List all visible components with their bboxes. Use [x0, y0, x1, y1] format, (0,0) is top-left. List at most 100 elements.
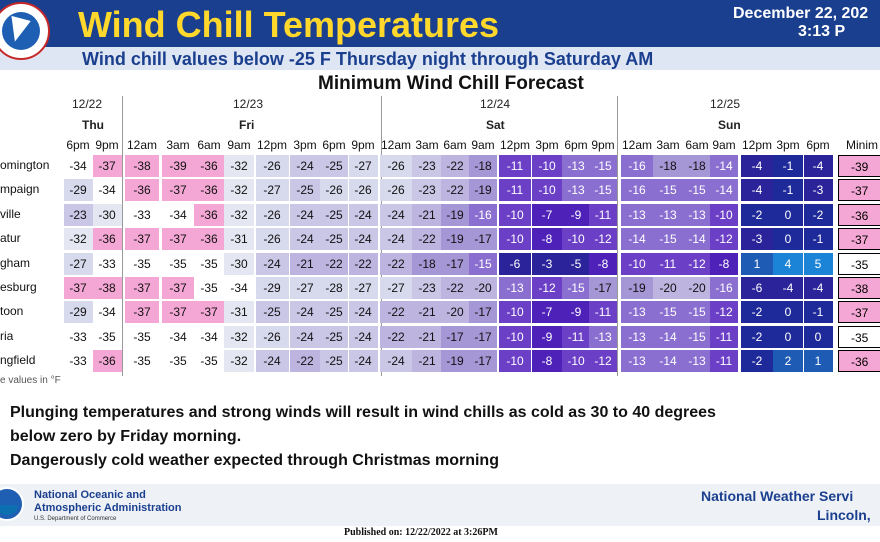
wind-chill-cell: -10 — [562, 228, 590, 251]
message-line-2: below zero by Friday morning. — [10, 428, 242, 445]
day-date: 12/22 — [72, 97, 103, 111]
wind-chill-cell: -13 — [562, 179, 590, 202]
min-column-header: Minim — [846, 138, 878, 152]
wind-chill-cell: -17 — [469, 350, 497, 373]
wind-chill-cell: -4 — [773, 277, 803, 299]
wind-chill-cell: -2 — [741, 301, 773, 324]
wind-chill-cell: -25 — [320, 301, 348, 324]
wind-chill-cell: -15 — [653, 179, 683, 202]
wind-chill-cell: 2 — [773, 350, 803, 373]
wind-chill-cell: -36 — [92, 350, 122, 373]
wind-chill-cell: -13 — [621, 203, 653, 226]
issue-time: 3:13 P — [798, 23, 846, 40]
wind-chill-cell: -12 — [589, 350, 617, 373]
hour-label: 12am — [622, 138, 653, 152]
wind-chill-cell: -26 — [255, 228, 289, 251]
hour-label: 12am — [127, 138, 158, 152]
wind-chill-cell: -29 — [63, 179, 93, 202]
wind-chill-cell: -24 — [348, 203, 378, 226]
wind-chill-cell: -20 — [469, 277, 497, 299]
wind-chill-cell: -32 — [224, 350, 254, 373]
wind-chill-cell: -18 — [653, 155, 683, 177]
wind-chill-cell: -22 — [441, 155, 469, 177]
wind-chill-cell: -24 — [289, 301, 321, 324]
hour-label: 6pm — [66, 138, 90, 152]
hour-label: 6am — [443, 138, 467, 152]
hour-label: 3am — [415, 138, 439, 152]
location-name: esburg — [0, 280, 37, 294]
wind-chill-cell: -27 — [289, 277, 321, 299]
wind-chill-cell: -24 — [380, 350, 412, 373]
wind-chill-cell: -12 — [531, 277, 563, 299]
wind-chill-cell: -8 — [710, 252, 738, 275]
wind-chill-cell: -1 — [803, 301, 833, 324]
wind-chill-cell: -27 — [348, 277, 378, 299]
day-date: 12/25 — [710, 97, 741, 111]
wind-chill-cell: -21 — [412, 301, 442, 324]
min-wind-chill-cell: -37 — [838, 179, 880, 202]
wind-chill-cell: -33 — [125, 203, 159, 226]
wind-chill-cell: -13 — [653, 203, 683, 226]
wind-chill-cell: -11 — [710, 350, 738, 373]
wind-chill-cell: 1 — [803, 350, 833, 373]
noaa-name-line1: National Oceanic and — [34, 489, 146, 501]
wind-chill-cell: -27 — [380, 277, 412, 299]
wind-chill-cell: -10 — [499, 203, 531, 226]
wind-chill-cell: -17 — [469, 228, 497, 251]
wind-chill-cell: -15 — [469, 252, 497, 275]
wind-chill-cell: -19 — [469, 179, 497, 202]
wind-chill-cell: -26 — [380, 155, 412, 177]
wind-chill-cell: -15 — [683, 301, 711, 324]
wind-chill-cell: -18 — [469, 155, 497, 177]
wind-chill-cell: -10 — [499, 350, 531, 373]
wind-chill-cell: -20 — [653, 277, 683, 299]
wind-chill-cell: -24 — [289, 228, 321, 251]
wind-chill-cell: -4 — [803, 155, 833, 177]
wind-chill-cell: -36 — [194, 155, 224, 177]
location-name: mpaign — [0, 182, 40, 197]
wind-chill-cell: -32 — [224, 155, 254, 177]
hour-label: 3pm — [293, 138, 317, 152]
wind-chill-cell: -24 — [289, 325, 321, 348]
message-line-3: Dangerously cold weather expected throug… — [10, 452, 499, 469]
wind-chill-cell: -26 — [380, 179, 412, 202]
wind-chill-cell: 1 — [741, 252, 773, 275]
wind-chill-cell: -15 — [683, 179, 711, 202]
wind-chill-cell: -33 — [63, 325, 93, 348]
nws-logo-icon — [0, 2, 50, 60]
wind-chill-cell: -13 — [499, 277, 531, 299]
hour-label: 9pm — [591, 138, 615, 152]
wind-chill-cell: 0 — [803, 325, 833, 348]
wind-chill-cell: -25 — [289, 179, 321, 202]
wind-chill-cell: -16 — [621, 155, 653, 177]
wind-chill-cell: -25 — [320, 350, 348, 373]
wind-chill-cell: 0 — [773, 325, 803, 348]
wind-chill-cell: -10 — [562, 350, 590, 373]
hour-label: 3am — [166, 138, 190, 152]
wind-chill-cell: -8 — [589, 252, 617, 275]
location-name: toon — [0, 304, 24, 319]
wind-chill-cell: -15 — [653, 301, 683, 324]
wind-chill-cell: -16 — [469, 203, 497, 226]
message-line-1: Plunging temperatures and strong winds w… — [10, 404, 716, 421]
wind-chill-cell: -35 — [125, 350, 159, 373]
hour-label: 3am — [656, 138, 680, 152]
wind-chill-cell: -31 — [224, 228, 254, 251]
wind-chill-cell: -1 — [773, 179, 803, 202]
day-separator — [617, 96, 618, 376]
wind-chill-cell: -8 — [531, 228, 563, 251]
day-name: Fri — [239, 118, 255, 132]
wind-chill-cell: -22 — [412, 228, 442, 251]
day-date: 12/23 — [233, 97, 264, 111]
chart-title: Minimum Wind Chill Forecast — [318, 73, 584, 94]
wind-chill-cell: -3 — [741, 228, 773, 251]
issue-date: December 22, 202 — [733, 5, 869, 22]
wind-chill-cell: -24 — [289, 155, 321, 177]
wind-chill-cell: -15 — [589, 179, 617, 202]
wind-chill-cell: -14 — [710, 155, 738, 177]
wind-chill-cell: -23 — [412, 155, 442, 177]
hour-label: 12pm — [257, 138, 288, 152]
wind-chill-cell: -26 — [348, 179, 378, 202]
wind-chill-cell: -25 — [320, 325, 348, 348]
min-wind-chill-cell: -36 — [838, 350, 880, 373]
